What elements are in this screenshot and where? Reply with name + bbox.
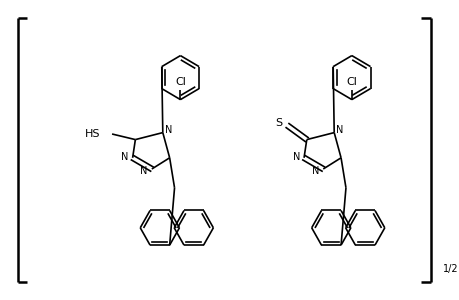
Text: N: N [121,152,128,162]
Text: Cl: Cl [346,76,357,87]
Text: N: N [140,166,147,176]
Text: 1/2: 1/2 [442,264,457,274]
Text: Cl: Cl [174,76,185,87]
Text: N: N [292,152,299,162]
Text: HS: HS [84,129,100,139]
Text: N: N [165,124,172,135]
Text: N: N [336,124,343,135]
Text: S: S [275,118,282,128]
Text: N: N [311,166,319,176]
